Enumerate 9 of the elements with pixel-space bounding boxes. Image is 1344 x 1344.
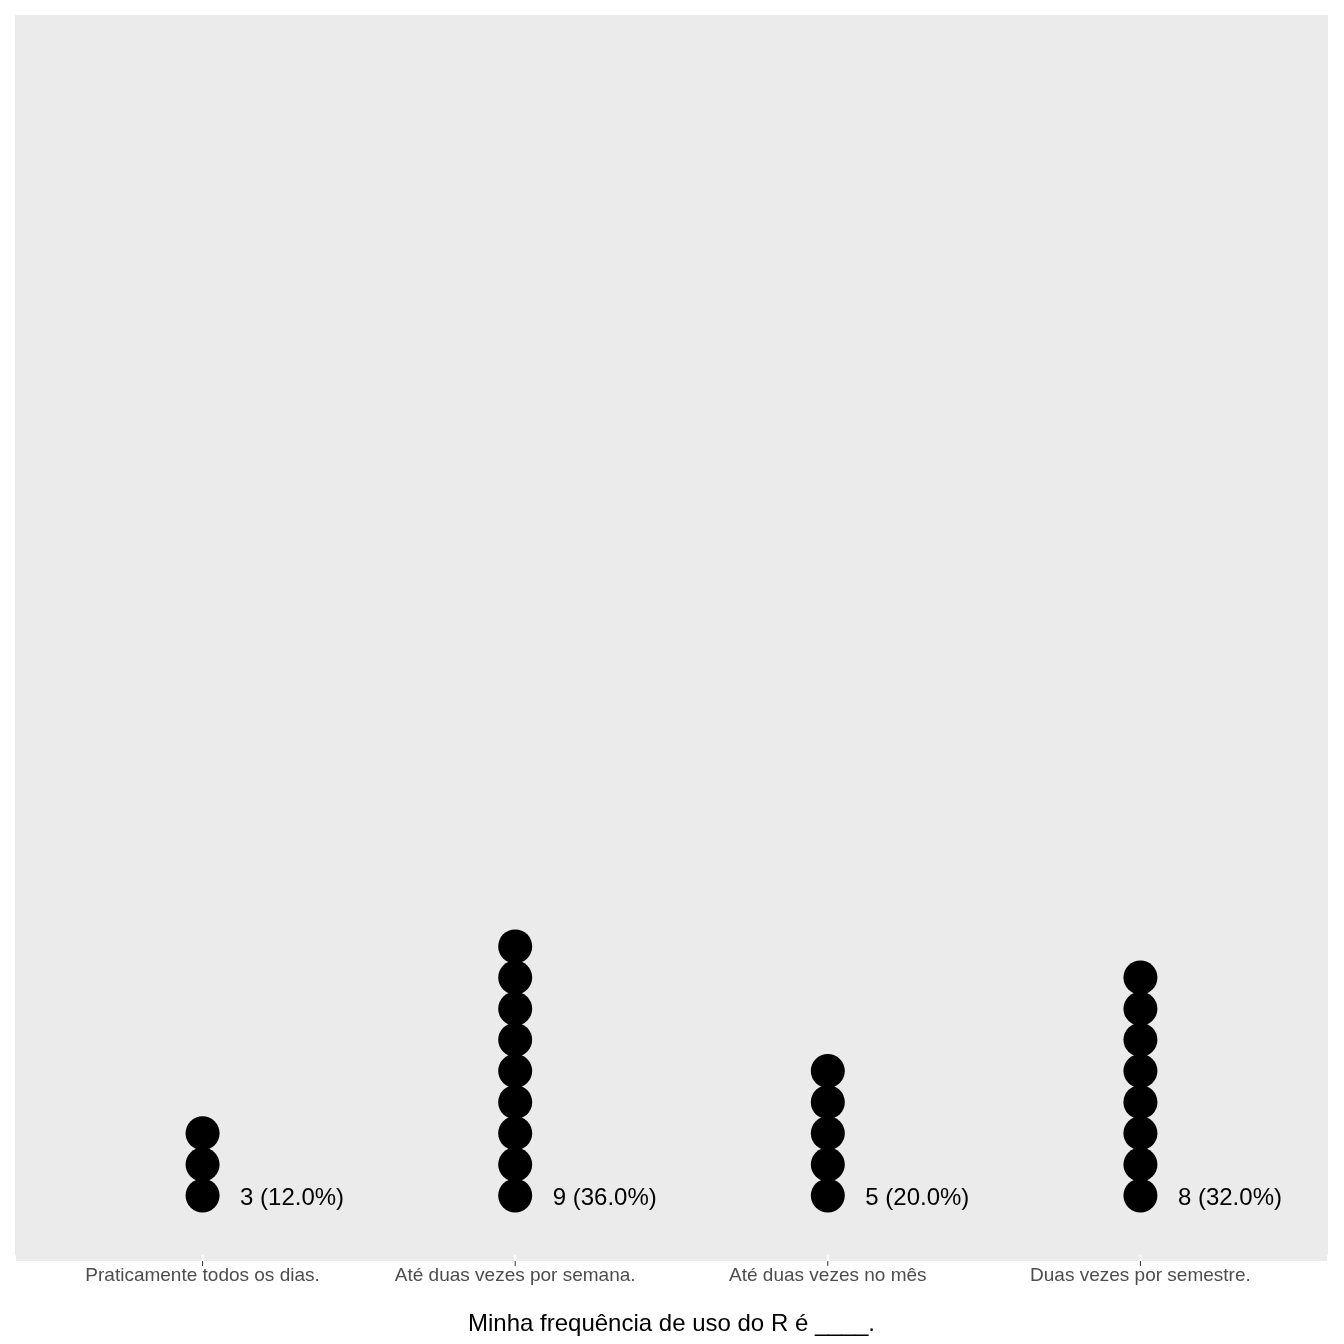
text: Minha frequência de uso do R é ____. xyxy=(468,1309,875,1336)
category-label: Até duas vezes por semana. xyxy=(394,1264,636,1286)
data-label: 9 (36.0%) xyxy=(552,1183,657,1211)
data-label: 3 (12.0%) xyxy=(240,1183,345,1211)
category-label: Praticamente todos os dias. xyxy=(85,1264,320,1286)
category-label: Duas vezes por semestre. xyxy=(1030,1264,1251,1286)
data-label: 8 (32.0%) xyxy=(1177,1183,1282,1211)
data-label: 5 (20.0%) xyxy=(865,1183,970,1211)
category-label: Até duas vezes no mês xyxy=(729,1264,927,1286)
